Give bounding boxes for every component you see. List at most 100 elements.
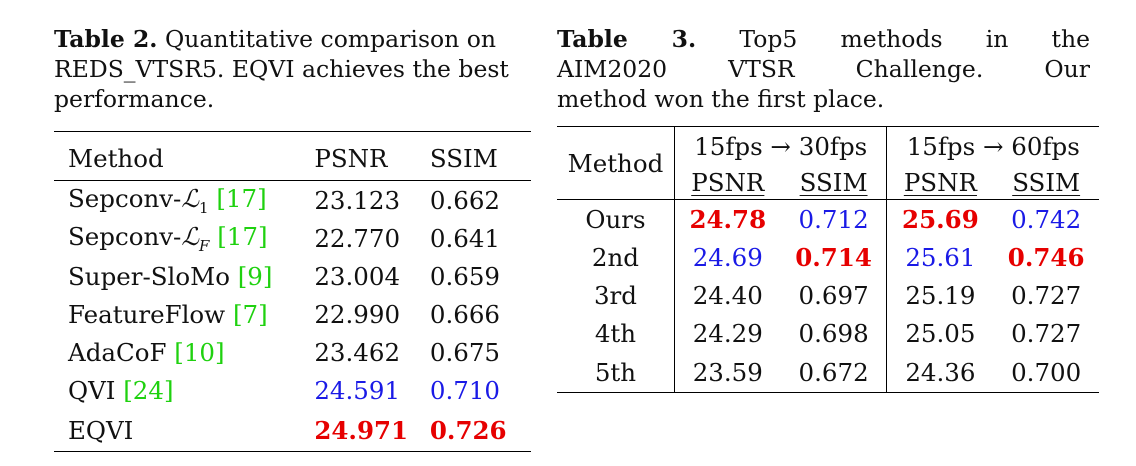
table3-header-method: Method	[557, 126, 675, 200]
table2-caption-label: Table 2.	[54, 25, 158, 53]
value-cell: 0.672	[780, 352, 887, 393]
table3-sub-ssim: SSIM	[993, 165, 1099, 200]
method-name: FeatureFlow	[68, 299, 233, 329]
citation-link[interactable]: [10]	[174, 337, 225, 367]
table3-caption-label: Table 3.	[557, 25, 697, 53]
rank-cell: 3rd	[593, 280, 637, 310]
table3-caption-line1-text: Top5 methods in the	[739, 25, 1090, 53]
value-cell-second-best: 0.712	[798, 204, 869, 234]
table-row: 4th 24.29 0.698 25.05 0.727	[557, 314, 1099, 352]
table3-caption-line-3: method won the first place.	[557, 85, 885, 113]
math-symbol: ℒ	[181, 221, 199, 251]
method-name: QVI	[68, 375, 124, 405]
method-cell: Sepconv-ℒ1 [17]	[54, 181, 306, 220]
method-cell: Super-SloMo [9]	[54, 257, 306, 295]
rank-cell: Ours	[585, 204, 646, 234]
method-name: Sepconv-	[68, 183, 182, 213]
table3-group-30fps: 15fps → 30fps	[673, 126, 887, 165]
value-cell: 23.59	[673, 352, 781, 393]
table3-sub-psnr: PSNR	[673, 165, 781, 200]
value-cell: 25.19	[886, 276, 994, 314]
value-cell: 0.697	[798, 280, 869, 310]
value-cell-best: 0.746	[1007, 242, 1085, 272]
value-cell: 25.05	[886, 314, 994, 352]
subheader-label: PSNR	[903, 167, 977, 197]
ssim-cell: 0.666	[429, 299, 501, 329]
citation-link[interactable]: [17]	[216, 183, 267, 213]
table-row: 2nd 24.69 0.714 25.61 0.746	[557, 238, 1099, 276]
value-cell: 24.40	[673, 276, 781, 314]
value-cell: 0.727	[1011, 318, 1082, 348]
table-row: 5th 23.59 0.672 24.36 0.700	[557, 352, 1099, 393]
subheader-label: SSIM	[1012, 167, 1081, 197]
table3-header-row-1: Method 15fps → 30fps 15fps → 60fps	[557, 126, 1099, 200]
ssim-cell: 0.662	[429, 185, 501, 215]
table2: Method PSNR SSIM Sepconv-ℒ1 [17] 23.123 …	[54, 131, 531, 452]
subheader-label: SSIM	[799, 167, 868, 197]
table-row: Sepconv-ℒF [17] 22.770 0.641	[54, 219, 531, 257]
method-name: Super-SloMo	[68, 261, 238, 291]
value-cell: 24.36	[886, 352, 994, 393]
table-row: Super-SloMo [9] 23.004 0.659	[54, 257, 531, 295]
method-cell: Sepconv-ℒF [17]	[54, 219, 306, 257]
ssim-cell: 0.659	[429, 261, 501, 291]
psnr-cell: 23.004	[314, 261, 401, 291]
value-cell: 24.29	[673, 314, 781, 352]
psnr-cell: 23.123	[314, 185, 401, 215]
table2-header-ssim: SSIM	[423, 131, 531, 181]
math-subscript: 1	[199, 198, 209, 217]
ssim-cell: 0.641	[429, 223, 501, 253]
method-cell: QVI [24]	[54, 371, 306, 409]
rank-cell: 5th	[557, 352, 675, 393]
method-name: AdaCoF	[68, 337, 175, 367]
value-cell-best: 0.714	[795, 242, 872, 272]
psnr-cell-best: 24.971	[306, 409, 424, 452]
table2-header-row: Method PSNR SSIM	[54, 131, 531, 181]
value-cell: 0.727	[1011, 280, 1082, 310]
table2-caption: Table 2. Quantitative comparison on REDS…	[54, 24, 554, 114]
ssim-cell-second-best: 0.710	[429, 375, 501, 405]
psnr-cell: 22.990	[314, 299, 401, 329]
ssim-cell: 0.675	[429, 337, 501, 367]
rank-cell: 2nd	[591, 242, 639, 272]
value-cell: 0.700	[993, 352, 1099, 393]
method-cell: AdaCoF [10]	[54, 333, 306, 371]
table3-caption-line-2: AIM2020 VTSR Challenge. Our	[557, 55, 1090, 83]
value-cell-best: 24.78	[673, 199, 781, 238]
citation-link[interactable]: [17]	[217, 221, 268, 251]
citation-link[interactable]: [7]	[232, 299, 268, 329]
table-row: EQVI 24.971 0.726	[54, 409, 531, 452]
value-cell: 0.698	[798, 318, 869, 348]
value-cell-second-best: 0.742	[1011, 204, 1082, 234]
table3-group-60fps: 15fps → 60fps	[886, 126, 1099, 165]
table3-caption-line-1: Table 3. Top5 methods in the	[557, 24, 1090, 54]
table-row: Sepconv-ℒ1 [17] 23.123 0.662	[54, 181, 531, 220]
table-row: 3rd 24.40 0.697 25.19 0.727	[557, 276, 1099, 314]
table-row: QVI [24] 24.591 0.710	[54, 371, 531, 409]
math-symbol: ℒ	[181, 183, 199, 213]
table3-sub-psnr: PSNR	[886, 165, 994, 200]
table3-caption: Table 3. Top5 methods in the AIM2020 VTS…	[557, 24, 1090, 114]
table2-caption-text: Quantitative comparison on REDS_VTSR5. E…	[54, 25, 509, 113]
table3: Method 15fps → 30fps 15fps → 60fps PSNR …	[557, 126, 1099, 393]
citation-link[interactable]: [9]	[237, 261, 273, 291]
psnr-cell-second-best: 24.591	[314, 375, 401, 405]
value-cell-second-best: 24.69	[673, 238, 781, 276]
table3-header-row-2: PSNR SSIM PSNR SSIM	[557, 165, 1099, 200]
table-row: AdaCoF [10] 23.462 0.675	[54, 333, 531, 371]
table3-sub-ssim: SSIM	[780, 165, 887, 200]
value-cell-best: 25.69	[886, 199, 994, 238]
psnr-cell: 22.770	[314, 223, 401, 253]
table-row: Ours 24.78 0.712 25.69 0.742	[557, 199, 1099, 238]
ssim-cell-best: 0.726	[423, 409, 531, 452]
citation-link[interactable]: [24]	[123, 375, 174, 405]
table-row: FeatureFlow [7] 22.990 0.666	[54, 295, 531, 333]
subheader-label: PSNR	[691, 167, 765, 197]
method-cell: EQVI	[54, 409, 307, 452]
psnr-cell: 23.462	[314, 337, 401, 367]
value-cell-second-best: 25.61	[886, 238, 994, 276]
table2-header-psnr: PSNR	[306, 131, 424, 181]
math-subscript: F	[199, 236, 210, 255]
rank-cell: 4th	[594, 318, 637, 348]
method-name: Sepconv-	[68, 221, 182, 251]
